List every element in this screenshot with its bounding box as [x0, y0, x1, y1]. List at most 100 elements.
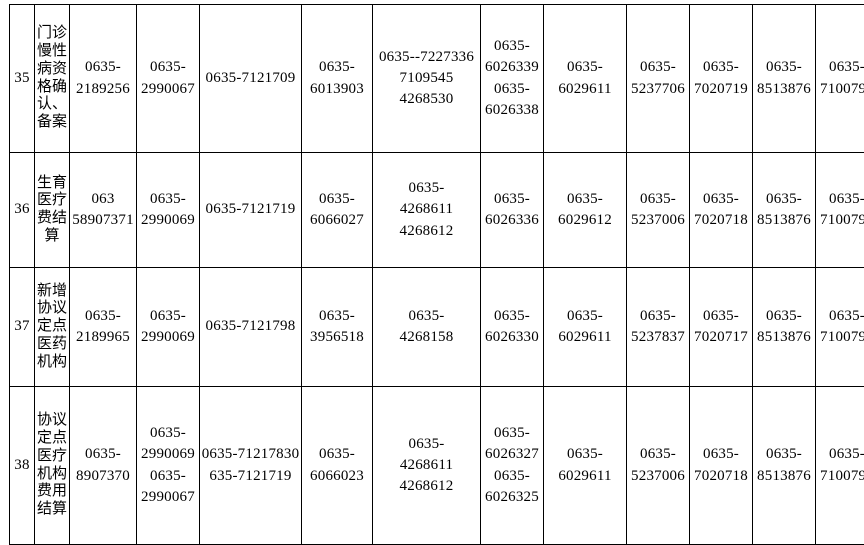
table-cell: 0635- 7100792	[816, 268, 864, 387]
table-cell: 0635- 4268158	[373, 268, 481, 387]
cell-line: 0635-	[817, 306, 864, 327]
table-cell: 0635- 2189256	[70, 5, 137, 153]
row-index: 36	[10, 153, 35, 268]
table-cell: 0635- 8513876	[753, 268, 816, 387]
cell-line: 8513876	[754, 466, 814, 487]
cell-line: 0635-	[754, 306, 814, 327]
table-cell: 0635- 7020719	[690, 5, 753, 153]
cell-line: 0635-	[754, 57, 814, 78]
cell-line: 0635-71217830635-7121719	[201, 444, 300, 487]
row-label: 门诊慢性病资格确认、备案	[35, 5, 70, 153]
cell-line: 0635-	[138, 466, 198, 487]
table-cell: 0635--7227336 7109545 4268530	[373, 5, 481, 153]
cell-line: 0635-	[138, 57, 198, 78]
cell-line: 2990069	[138, 210, 198, 231]
cell-line: 0635-	[817, 57, 864, 78]
cell-line: 0635-	[482, 36, 542, 57]
cell-line: 7100792	[817, 466, 864, 487]
cell-line: 4268612	[374, 221, 479, 242]
table-cell: 0635- 6029611	[544, 268, 627, 387]
cell-line: 0635-	[817, 444, 864, 465]
cell-line: 6066023	[303, 466, 371, 487]
table-cell: 0635- 8907370	[70, 387, 137, 545]
cell-line: 5237837	[628, 327, 688, 348]
cell-line: 2990067	[138, 487, 198, 508]
table-cell: 0635- 6026336	[481, 153, 544, 268]
cell-line: 0635-	[303, 189, 371, 210]
row-label: 协议定点医疗机构费用结算	[35, 387, 70, 545]
cell-line: 0635-	[691, 189, 751, 210]
cell-line: 8513876	[754, 210, 814, 231]
table-cell: 0635- 7020718	[690, 387, 753, 545]
cell-line: 7020719	[691, 79, 751, 100]
table-cell: 0635- 2990069	[137, 268, 200, 387]
cell-line: 6029611	[545, 79, 625, 100]
cell-line: 0635-	[545, 444, 625, 465]
cell-line: 8513876	[754, 327, 814, 348]
table-cell: 0635- 2189965	[70, 268, 137, 387]
cell-line: 0635-	[628, 306, 688, 327]
cell-line: 0635-	[482, 189, 542, 210]
table-cell: 0635- 7100792	[816, 153, 864, 268]
cell-line: 0635-	[628, 57, 688, 78]
cell-line: 0635-	[545, 189, 625, 210]
table-cell: 0635- 5237006	[627, 153, 690, 268]
cell-line: 0635-	[628, 189, 688, 210]
cell-line: 0635-	[482, 423, 542, 444]
table-cell: 0635- 6029611	[544, 5, 627, 153]
table-cell: 0635- 7100792	[816, 5, 864, 153]
cell-line: 4268611	[374, 199, 479, 220]
table-cell: 0635- 6029612	[544, 153, 627, 268]
cell-line: 6026339	[482, 57, 542, 78]
table-cell: 0635- 7020718	[690, 153, 753, 268]
table-cell: 0635-7121719	[200, 153, 302, 268]
cell-line: 0635-	[374, 306, 479, 327]
cell-line: 0635-	[817, 189, 864, 210]
table-row: 38 协议定点医疗机构费用结算 0635- 8907370 0635- 2990…	[10, 387, 864, 545]
cell-line: 6029611	[545, 466, 625, 487]
cell-line: 2990069	[138, 327, 198, 348]
table-cell: 0635-7121709	[200, 5, 302, 153]
cell-line: 8907370	[71, 466, 135, 487]
cell-line: 6026327	[482, 444, 542, 465]
cell-line: 0635-	[71, 57, 135, 78]
table-cell: 0635- 6026330	[481, 268, 544, 387]
cell-line: 6029611	[545, 327, 625, 348]
table-cell: 0635- 8513876	[753, 153, 816, 268]
row-label: 新增协议定点医药机构	[35, 268, 70, 387]
table-cell: 0635- 6013903	[302, 5, 373, 153]
cell-line: 0635-	[71, 444, 135, 465]
table-cell: 0635- 5237837	[627, 268, 690, 387]
cell-line: 0635-7121719	[201, 199, 300, 220]
cell-line: 0635-	[628, 444, 688, 465]
cell-line: 0635-	[71, 306, 135, 327]
table-cell: 0635- 7100792	[816, 387, 864, 545]
cell-line: 0635-7121709	[201, 68, 300, 89]
table-row: 37 新增协议定点医药机构 0635- 2189965 0635- 299006…	[10, 268, 864, 387]
cell-line: 2990069	[138, 444, 198, 465]
table-cell: 0635- 8513876	[753, 387, 816, 545]
cell-line: 2189256	[71, 79, 135, 100]
cell-line: 0635-	[545, 57, 625, 78]
cell-line: 6026338	[482, 100, 542, 121]
cell-line: 6026325	[482, 487, 542, 508]
cell-line: 0635-	[303, 306, 371, 327]
table-cell: 0635-71217830635-7121719	[200, 387, 302, 545]
cell-line: 0635-	[754, 189, 814, 210]
cell-line: 0635-	[691, 306, 751, 327]
cell-line: 0635-	[754, 444, 814, 465]
table-cell: 0635- 3956518	[302, 268, 373, 387]
table-cell: 0635- 6026339 0635- 6026338	[481, 5, 544, 153]
table-cell: 0635- 7020717	[690, 268, 753, 387]
cell-line: 4268612	[374, 476, 479, 497]
cell-line: 0635-	[691, 444, 751, 465]
phone-directory-table: 35 门诊慢性病资格确认、备案 0635- 2189256 0635- 2990…	[9, 4, 864, 545]
cell-line: 0635-	[303, 57, 371, 78]
cell-line: 0635--7227336	[374, 47, 479, 68]
cell-line: 0635-	[691, 57, 751, 78]
cell-line: 6026336	[482, 210, 542, 231]
table-cell: 0635- 6029611	[544, 387, 627, 545]
table-cell: 0635- 2990067	[137, 5, 200, 153]
cell-line: 0635-	[138, 423, 198, 444]
